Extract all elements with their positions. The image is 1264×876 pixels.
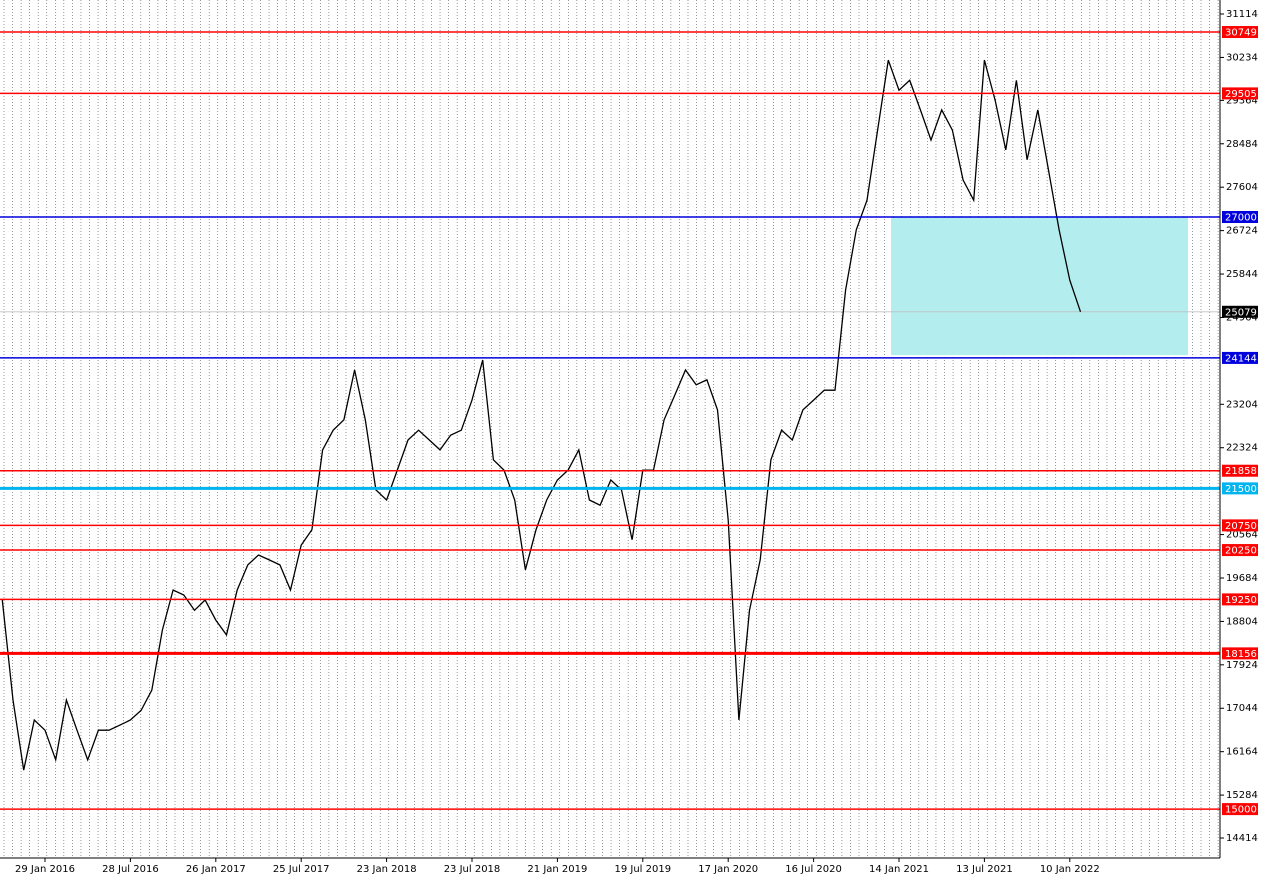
y-tick-label: 20564 bbox=[1226, 530, 1258, 541]
x-tick-label: 21 Jan 2019 bbox=[527, 864, 587, 875]
level-label-box bbox=[1222, 464, 1258, 477]
x-tick-label: 17 Jan 2020 bbox=[698, 864, 758, 875]
last-price-label: 25079 bbox=[1225, 307, 1257, 318]
y-tick-label: 31114 bbox=[1226, 9, 1258, 20]
level-label: 20250 bbox=[1225, 546, 1257, 557]
y-tick-label: 22324 bbox=[1226, 443, 1258, 454]
y-tick-label: 30234 bbox=[1226, 52, 1258, 63]
zone bbox=[891, 217, 1188, 356]
price-line bbox=[1, 59, 1082, 771]
y-tick-label: 15284 bbox=[1226, 790, 1258, 801]
y-tick-label: 18804 bbox=[1226, 616, 1258, 627]
x-tick-label: 19 Jul 2019 bbox=[614, 864, 671, 875]
level-label-box bbox=[1222, 647, 1258, 660]
y-tick-label: 26724 bbox=[1226, 226, 1258, 237]
level-label: 27000 bbox=[1225, 213, 1257, 224]
y-tick-label: 17044 bbox=[1226, 703, 1258, 714]
level-label-box bbox=[1222, 211, 1258, 224]
x-tick-label: 14 Jan 2021 bbox=[869, 864, 929, 875]
y-tick-label: 19684 bbox=[1226, 573, 1258, 584]
level-label-box bbox=[1222, 519, 1258, 532]
y-tick-label: 24964 bbox=[1226, 312, 1258, 323]
x-tick-label: 29 Jan 2016 bbox=[15, 864, 75, 875]
level-label: 29505 bbox=[1225, 89, 1257, 100]
y-tick-label: 25844 bbox=[1226, 269, 1258, 280]
x-tick-label: 16 Jul 2020 bbox=[785, 864, 842, 875]
level-label-box bbox=[1222, 87, 1258, 100]
level-label-box bbox=[1222, 544, 1258, 557]
x-tick-label: 28 Jul 2016 bbox=[102, 864, 159, 875]
level-label: 24144 bbox=[1225, 353, 1257, 364]
y-tick-label: 23204 bbox=[1226, 399, 1258, 410]
level-label: 20750 bbox=[1225, 521, 1257, 532]
y-tick-label: 28484 bbox=[1226, 139, 1258, 150]
level-label-box bbox=[1222, 803, 1258, 816]
x-tick-label: 25 Jul 2017 bbox=[273, 864, 330, 875]
level-label: 15000 bbox=[1225, 805, 1257, 816]
level-label-box bbox=[1222, 593, 1258, 606]
y-tick-label: 17924 bbox=[1226, 660, 1258, 671]
level-label: 21858 bbox=[1225, 466, 1257, 477]
x-tick-label: 10 Jan 2022 bbox=[1040, 864, 1100, 875]
level-label: 21500 bbox=[1225, 484, 1257, 495]
x-tick-label: 23 Jan 2018 bbox=[357, 864, 417, 875]
y-tick-label: 29364 bbox=[1226, 95, 1258, 106]
last-price-box bbox=[1222, 305, 1258, 318]
y-tick-label: 27604 bbox=[1226, 182, 1258, 193]
y-tick-label: 14414 bbox=[1226, 833, 1258, 844]
y-tick-label: 16164 bbox=[1226, 747, 1258, 758]
x-tick-label: 23 Jul 2018 bbox=[444, 864, 501, 875]
level-label-box bbox=[1222, 351, 1258, 364]
level-label-box bbox=[1222, 482, 1258, 495]
x-tick-label: 26 Jan 2017 bbox=[186, 864, 246, 875]
level-label: 30749 bbox=[1225, 28, 1257, 39]
level-label: 19250 bbox=[1225, 595, 1257, 606]
x-tick-label: 13 Jul 2021 bbox=[956, 864, 1013, 875]
level-label-box bbox=[1222, 26, 1258, 39]
level-label: 18156 bbox=[1225, 649, 1257, 660]
